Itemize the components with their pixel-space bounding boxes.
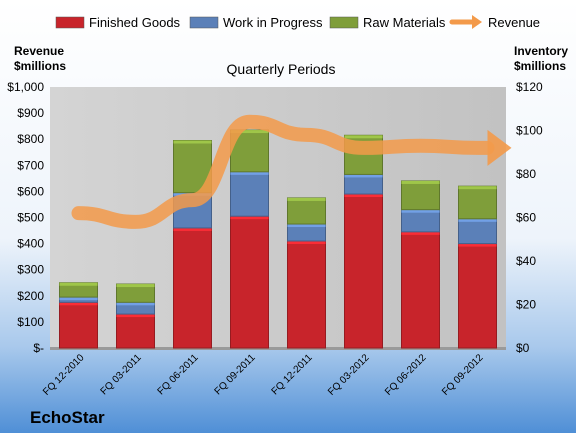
bar-segment-highlight [458, 243, 497, 247]
legend-arrow-revenue [472, 15, 482, 29]
bar-segment-highlight [59, 282, 98, 286]
right-axis-title-line2: $millions [514, 59, 566, 73]
bar-segment-highlight [173, 140, 212, 144]
left-tick-label: $900 [17, 106, 44, 120]
left-tick-label: $- [33, 341, 44, 355]
legend-swatch-1 [189, 16, 219, 29]
plot-floor [50, 347, 506, 350]
left-tick-label: $400 [17, 237, 44, 251]
bar-segment-highlight [230, 171, 269, 175]
revenue-arrow-head [487, 129, 512, 166]
right-tick-label: $100 [516, 124, 543, 138]
bar-segment-highlight [287, 197, 326, 201]
bar-segment-highlight [458, 186, 497, 190]
legend: Finished Goods Work in Progress Raw Materi… [55, 15, 540, 30]
bar-segment [401, 209, 440, 233]
bar-segment-highlight [287, 240, 326, 244]
right-axis: $0 $20 $40 $60 $80 $100 $120 [516, 80, 543, 355]
bar-segment [230, 171, 269, 217]
bar-segment-highlight [344, 194, 383, 198]
right-tick-label: $120 [516, 80, 543, 94]
right-tick-label: $40 [516, 254, 536, 268]
bar-segment [287, 240, 326, 349]
chart-subtitle: Quarterly Periods [227, 61, 336, 77]
left-tick-label: $100 [17, 315, 44, 329]
bar-segment [401, 231, 440, 349]
bar-segment-highlight [116, 314, 155, 318]
bar-segment-highlight [116, 302, 155, 306]
bar-segment [458, 185, 497, 220]
legend-label-revenue: Revenue [488, 15, 540, 30]
left-axis-title-line1: Revenue [14, 44, 64, 58]
bar-segment [116, 313, 155, 349]
bar-segment [59, 301, 98, 349]
legend-swatch-0 [55, 16, 85, 29]
left-axis: $- $100 $200 $300 $400 $500 $600 $700 $800 $900 $1… [7, 80, 44, 355]
bar-segment-highlight [458, 218, 497, 222]
bar-segment [458, 218, 497, 245]
legend-swatch-2 [329, 16, 359, 29]
right-axis-title-line1: Inventory [514, 44, 568, 58]
bar-segment-highlight [230, 216, 269, 220]
bar-segment [458, 243, 497, 349]
left-tick-label: $800 [17, 132, 44, 146]
bar-segment-highlight [401, 209, 440, 213]
left-axis-title-line2: $millions [14, 59, 66, 73]
revenue-line-group [71, 114, 512, 229]
bar-segment-highlight [230, 130, 269, 134]
legend-label-2: Raw Materials [363, 15, 446, 30]
left-tick-label: $500 [17, 211, 44, 225]
revenue-line [71, 114, 495, 229]
brand-label: EchoStar [30, 408, 105, 427]
left-tick-label: $200 [17, 289, 44, 303]
bar-segment-highlight [173, 227, 212, 231]
right-tick-label: $0 [516, 341, 530, 355]
legend-label-1: Work in Progress [223, 15, 323, 30]
bar-segment [344, 193, 383, 349]
right-tick-label: $20 [516, 298, 536, 312]
bar-segment-highlight [287, 224, 326, 228]
right-tick-label: $60 [516, 211, 536, 225]
bar-segment [230, 215, 269, 349]
bar-segment [401, 180, 440, 211]
bar-segment [173, 227, 212, 349]
left-tick-label: $700 [17, 158, 44, 172]
bar-segment-highlight [116, 284, 155, 288]
left-tick-label: $600 [17, 184, 44, 198]
left-tick-label: $1,000 [7, 80, 44, 94]
right-tick-label: $80 [516, 167, 536, 181]
bar-segment-highlight [59, 297, 98, 301]
bar-segment-highlight [59, 302, 98, 306]
bar-segment-highlight [401, 231, 440, 235]
bar-segment-highlight [401, 180, 440, 184]
bar-segment-highlight [344, 135, 383, 139]
left-tick-label: $300 [17, 263, 44, 277]
bar-segment [287, 197, 326, 225]
bar-segment-highlight [344, 174, 383, 178]
legend-label-0: Finished Goods [89, 15, 181, 30]
